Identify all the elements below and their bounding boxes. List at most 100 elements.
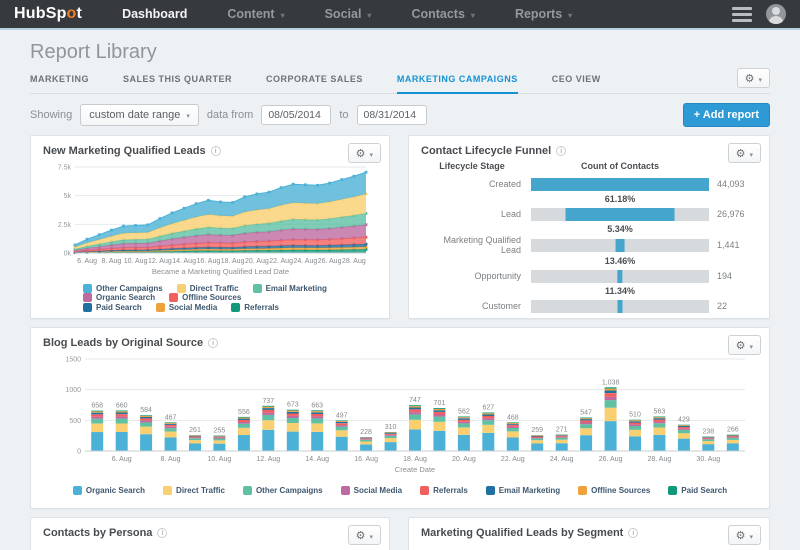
legend-item-organic-search[interactable]: Organic Search	[72, 486, 146, 495]
legend-item-paid-search[interactable]: Paid Search	[668, 486, 727, 495]
date-to-input[interactable]	[356, 104, 427, 125]
tab-marketing-campaigns[interactable]: MARKETING CAMPAIGNS	[396, 70, 518, 94]
legend-item-offline-sources[interactable]: Offline Sources	[578, 486, 650, 495]
tabs-gear-button[interactable]	[736, 68, 770, 88]
svg-text:0k: 0k	[64, 251, 72, 258]
legend-swatch	[340, 486, 350, 495]
legend-item-social-media[interactable]: Social Media	[340, 486, 402, 495]
blog-chart-legend: Organic Search Direct Traffic Other Campai…	[31, 486, 769, 495]
funnel-bar-track[interactable]	[531, 238, 709, 252]
hubspot-logo[interactable]: HubSpot	[14, 5, 82, 23]
svg-text:0: 0	[77, 449, 81, 456]
funnel-bar-track[interactable]	[531, 207, 709, 221]
user-avatar[interactable]	[766, 4, 786, 24]
nav-item-label: Social	[324, 7, 362, 21]
nav-item-content[interactable]: Content	[227, 7, 284, 21]
nav-item-label: Contacts	[411, 7, 465, 21]
svg-text:16. Aug: 16. Aug	[354, 456, 378, 463]
svg-text:16. Aug: 16. Aug	[197, 258, 221, 265]
add-report-button[interactable]: + Add report	[682, 102, 770, 127]
funnel-stage-label: Opportunity	[474, 271, 521, 281]
funnel-table: Lifecycle Stage Count of Contacts Create…	[409, 159, 769, 315]
svg-text:20. Aug: 20. Aug	[245, 258, 269, 265]
funnel-count: 44,093	[717, 179, 745, 189]
svg-text:6. Aug: 6. Aug	[77, 258, 97, 265]
svg-text:663: 663	[311, 402, 323, 409]
tab-ceo-view[interactable]: CEO VIEW	[551, 74, 601, 84]
legend-row: Paid Search Social Media Referrals	[83, 303, 279, 312]
info-icon[interactable]	[208, 338, 219, 348]
legend-label: Other Campaigns	[96, 284, 163, 293]
info-icon[interactable]	[157, 528, 168, 538]
info-icon[interactable]	[210, 146, 221, 156]
funnel-row-created: Created 44,093	[423, 175, 755, 193]
funnel-conversion-pct: 61.18%	[604, 194, 636, 204]
legend-item-referrals[interactable]: Referrals	[420, 486, 468, 495]
panel-gear-button[interactable]	[347, 143, 381, 163]
gear-icon	[745, 69, 755, 87]
nav-item-label: Dashboard	[122, 7, 188, 21]
nav-item-social[interactable]: Social	[325, 7, 372, 21]
legend-item-paid-search[interactable]: Paid Search	[83, 303, 142, 312]
info-icon[interactable]	[556, 146, 567, 156]
chevron-down-icon	[562, 7, 572, 21]
panel-gear-button[interactable]	[727, 335, 761, 355]
funnel-bar-track[interactable]	[531, 177, 709, 191]
to-label: to	[339, 108, 349, 121]
panel-gear-button[interactable]	[727, 525, 761, 545]
legend-label: Direct Traffic	[176, 486, 225, 495]
legend-item-organic-search[interactable]: Organic Search	[83, 293, 155, 302]
funnel-col-count: Count of Contacts	[581, 161, 659, 171]
funnel-pct-row: 61.18%	[423, 193, 755, 205]
svg-text:Became a Marketing Qualified L: Became a Marketing Qualified Lead Date	[152, 267, 289, 276]
legend-item-email-marketing[interactable]: Email Marketing	[252, 284, 327, 293]
tab-corporate-sales[interactable]: CORPORATE SALES	[266, 74, 363, 84]
hamburger-menu-icon[interactable]	[732, 6, 752, 22]
report-tabs: MARKETING SALES THIS QUARTER CORPORATE SAL…	[30, 68, 770, 94]
legend-item-social-media[interactable]: Social Media	[155, 303, 218, 312]
legend-item-email-marketing[interactable]: Email Marketing	[485, 486, 560, 495]
legend-item-direct-traffic[interactable]: Direct Traffic	[163, 486, 225, 495]
legend-item-other-campaigns[interactable]: Other Campaigns	[83, 284, 163, 293]
page-title: Report Library	[30, 41, 157, 63]
panel-gear-button[interactable]	[727, 143, 761, 163]
nav-item-contacts[interactable]: Contacts	[411, 7, 475, 21]
legend-item-referrals[interactable]: Referrals	[231, 303, 279, 312]
nav-item-dashboard[interactable]: Dashboard	[122, 7, 187, 21]
date-from-input[interactable]	[261, 104, 332, 125]
date-from-label: data from	[206, 108, 254, 121]
chevron-down-icon	[758, 69, 762, 87]
tab-marketing[interactable]: MARKETING	[30, 74, 89, 84]
info-icon[interactable]	[628, 528, 639, 538]
legend-item-direct-traffic[interactable]: Direct Traffic	[176, 284, 239, 293]
funnel-bar-fill	[617, 269, 623, 283]
legend-label: Social Media	[168, 303, 218, 312]
funnel-bar-track[interactable]	[531, 299, 709, 313]
tab-sales-this-quarter[interactable]: SALES THIS QUARTER	[123, 74, 233, 84]
legend-swatch	[668, 486, 678, 495]
panel-title-funnel: Contact Lifecycle Funnel	[409, 136, 769, 159]
legend-item-other-campaigns[interactable]: Other Campaigns	[242, 486, 323, 495]
legend-item-offline-sources[interactable]: Offline Sources	[169, 293, 241, 302]
nav-item-reports[interactable]: Reports	[515, 7, 572, 21]
funnel-stage-label: Created	[488, 179, 521, 189]
svg-text:8. Aug: 8. Aug	[161, 456, 181, 463]
date-range-dropdown[interactable]: custom date range	[80, 103, 199, 126]
svg-text:18. Aug: 18. Aug	[403, 456, 427, 463]
legend-label: Referrals	[433, 486, 468, 495]
legend-swatch	[252, 284, 262, 293]
funnel-header-row: Lifecycle Stage Count of Contacts	[423, 161, 755, 171]
legend-swatch	[176, 284, 186, 293]
funnel-stage-label: Lead	[500, 209, 521, 219]
legend-label: Organic Search	[85, 486, 146, 495]
blog-bar-chart: 0 500 1000 1500 658 660 584 467 261 255 556 737 673 6…	[47, 351, 753, 484]
panel-gear-button[interactable]	[347, 525, 381, 545]
area-chart-svg: 0k 2.5k 5k 7.5k 6. Aug 8. Aug 10. Aug 12. Aug 14…	[58, 165, 368, 276]
funnel-bar-fill	[615, 238, 625, 252]
svg-text:1000: 1000	[65, 387, 81, 394]
funnel-stage-label: Customer	[481, 301, 521, 311]
svg-text:18. Aug: 18. Aug	[221, 258, 245, 265]
funnel-bar-track[interactable]	[531, 269, 709, 283]
legend-swatch	[578, 486, 588, 495]
svg-text:8. Aug: 8. Aug	[101, 258, 121, 265]
